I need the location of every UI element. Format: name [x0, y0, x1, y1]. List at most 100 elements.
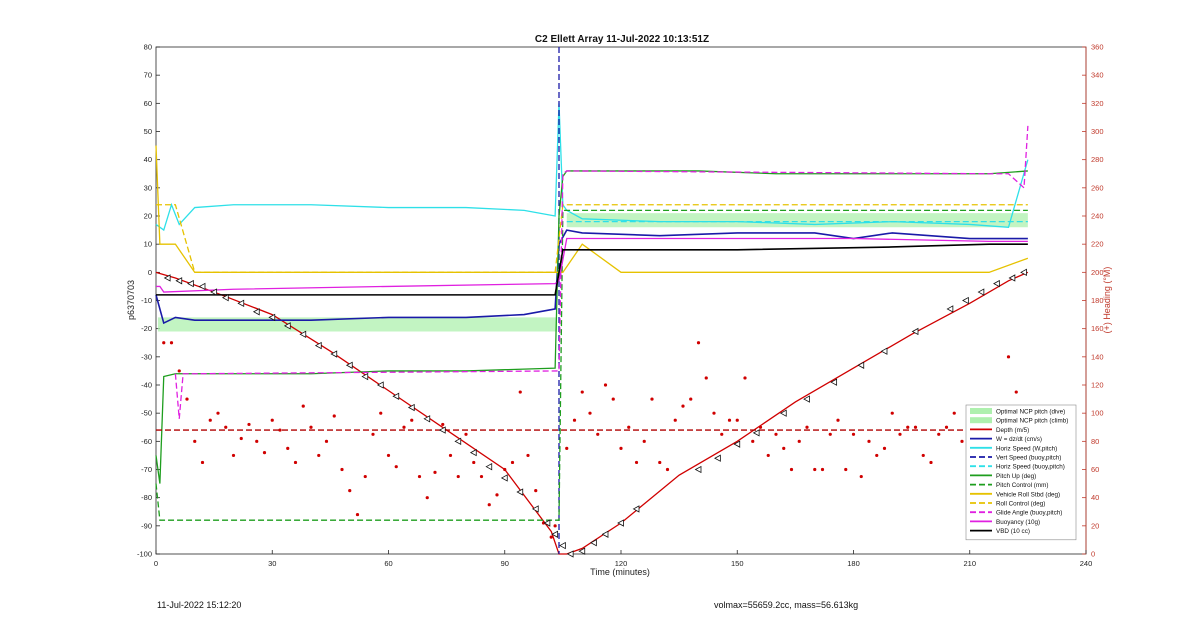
- heading-point: [844, 467, 848, 472]
- heading-point: [177, 369, 181, 373]
- heading-point: [642, 439, 646, 443]
- heading-point: [913, 425, 918, 429]
- heading-point: [518, 390, 522, 394]
- y-tick-label-left: -100: [137, 550, 152, 559]
- legend-box: [965, 404, 1077, 541]
- heading-point: [386, 453, 391, 458]
- depth-marker: [694, 465, 702, 474]
- heading-point: [820, 467, 825, 472]
- heading-point: [464, 432, 468, 436]
- heading-point: [278, 428, 282, 432]
- heading-point: [774, 432, 778, 436]
- depth-marker: [632, 505, 640, 513]
- depth-marker: [283, 322, 291, 330]
- heading-point: [720, 432, 724, 436]
- heading-point: [681, 404, 685, 408]
- y-tick-label-left: -60: [141, 437, 152, 446]
- heading-point: [239, 436, 243, 441]
- heading-point: [658, 460, 662, 465]
- heading-point: [456, 474, 460, 479]
- depth-marker: [779, 409, 787, 417]
- heading-point: [162, 341, 166, 345]
- x-tick-label: 60: [384, 559, 392, 568]
- y-tick-label-right: 200: [1091, 268, 1104, 277]
- depth-marker: [531, 505, 539, 513]
- heading-point: [425, 496, 429, 500]
- y-tick-label-left: -90: [141, 521, 152, 530]
- heading-point: [410, 418, 414, 422]
- depth-marker: [752, 429, 760, 437]
- heading-point: [673, 418, 677, 422]
- heading-point: [906, 425, 910, 429]
- heading-point: [751, 439, 755, 443]
- depth-marker: [469, 448, 477, 457]
- heading-point: [580, 390, 584, 394]
- y-tick-label-right: 160: [1091, 324, 1104, 333]
- heading-point: [929, 460, 933, 465]
- heading-point: [836, 418, 840, 422]
- heading-point: [193, 439, 197, 443]
- depth-marker: [330, 350, 338, 358]
- legend-label: Vert Speed (buoy,pitch): [996, 455, 1061, 462]
- heading-point: [417, 474, 422, 479]
- y-tick-label-right: 240: [1091, 212, 1104, 221]
- heading-point: [510, 460, 515, 465]
- heading-point: [596, 432, 600, 436]
- heading-point: [363, 474, 367, 479]
- heading-point: [371, 432, 375, 436]
- x-tick-label: 0: [154, 559, 158, 568]
- heading-point: [603, 383, 608, 387]
- footer-timestamp: 11-Jul-2022 15:12:20: [157, 600, 242, 610]
- depth-marker: [946, 305, 954, 313]
- heading-point: [270, 418, 274, 422]
- heading-point: [332, 414, 336, 418]
- y-tick-label-left: 10: [144, 240, 152, 249]
- heading-point: [355, 512, 360, 517]
- x-tick-label: 180: [847, 559, 860, 568]
- depth-marker: [407, 403, 415, 412]
- depth-marker: [299, 330, 307, 338]
- heading-point: [588, 411, 592, 415]
- heading-point: [859, 474, 863, 479]
- heading-point: [553, 524, 557, 528]
- legend-label: Glide Angle (buoy,pitch): [996, 510, 1062, 517]
- y-tick-label-right: 60: [1091, 465, 1099, 474]
- depth-marker: [566, 550, 574, 558]
- y-tick-label-right: 360: [1091, 43, 1104, 52]
- depth-marker: [345, 361, 353, 369]
- depth-marker: [857, 361, 865, 369]
- legend-label: Buoyancy (10g): [996, 519, 1040, 526]
- heading-point: [921, 453, 925, 458]
- heading-point: [441, 422, 445, 427]
- y-tick-label-right: 80: [1091, 437, 1099, 446]
- heading-point: [727, 418, 732, 422]
- heading-point: [293, 460, 298, 465]
- heading-point: [898, 432, 902, 436]
- heading-point: [534, 489, 538, 493]
- y-axis-label-left: p6370703: [126, 280, 136, 320]
- y-tick-label-right: 300: [1091, 127, 1104, 136]
- legend-label: Vehicle Roll Stbd (deg): [996, 491, 1060, 498]
- heading-point: [1014, 390, 1018, 394]
- y-tick-label-left: -40: [141, 381, 152, 390]
- depth-marker: [438, 426, 446, 434]
- heading-point: [433, 470, 437, 474]
- depth-marker: [252, 308, 260, 316]
- heading-point: [735, 418, 739, 422]
- depth-marker: [268, 313, 276, 322]
- depth-marker: [803, 395, 810, 403]
- depth-marker: [830, 378, 838, 386]
- heading-point: [224, 425, 228, 429]
- series-line: [156, 243, 1028, 296]
- heading-point: [867, 439, 871, 443]
- heading-point: [185, 397, 189, 401]
- heading-point: [317, 453, 321, 458]
- depth-marker: [601, 530, 609, 538]
- legend-label: Optimal NCP pitch (climb): [996, 418, 1068, 425]
- heading-point: [286, 446, 290, 450]
- heading-point: [611, 397, 615, 401]
- heading-point: [208, 418, 212, 422]
- depth-marker: [392, 392, 400, 400]
- heading-point: [1006, 355, 1011, 359]
